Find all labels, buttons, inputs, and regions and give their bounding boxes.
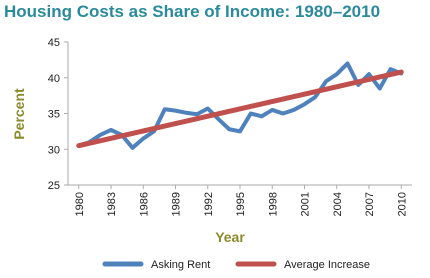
series-line (76, 69, 404, 149)
legend-label: Average Increase (284, 259, 370, 271)
y-axis-title: Percent (11, 88, 27, 140)
y-tick-label: 30 (48, 144, 60, 156)
x-tick-label: 2010 (396, 192, 408, 216)
x-tick-label: 1998 (267, 192, 279, 216)
y-tick-label: 35 (48, 109, 60, 121)
x-tick-label: 2007 (364, 192, 376, 216)
x-tick-label: 1986 (138, 192, 150, 216)
x-tick-label: 1992 (203, 192, 215, 216)
chart-title: Housing Costs as Share of Income: 1980–2… (4, 2, 380, 21)
x-tick-label: 1980 (74, 192, 86, 216)
legend-label: Asking Rent (151, 259, 210, 271)
series-line (76, 61, 404, 150)
x-tick-label: 1983 (106, 192, 118, 216)
x-tick-label: 1995 (235, 192, 247, 216)
x-axis-title: Year (215, 229, 245, 245)
x-tick-label: 1989 (171, 192, 183, 216)
x-tick-label: 2001 (300, 192, 312, 216)
y-tick-label: 40 (48, 73, 60, 85)
x-tick-label: 2004 (332, 192, 344, 216)
y-tick-label: 45 (48, 37, 60, 49)
y-tick-label: 25 (48, 180, 60, 192)
